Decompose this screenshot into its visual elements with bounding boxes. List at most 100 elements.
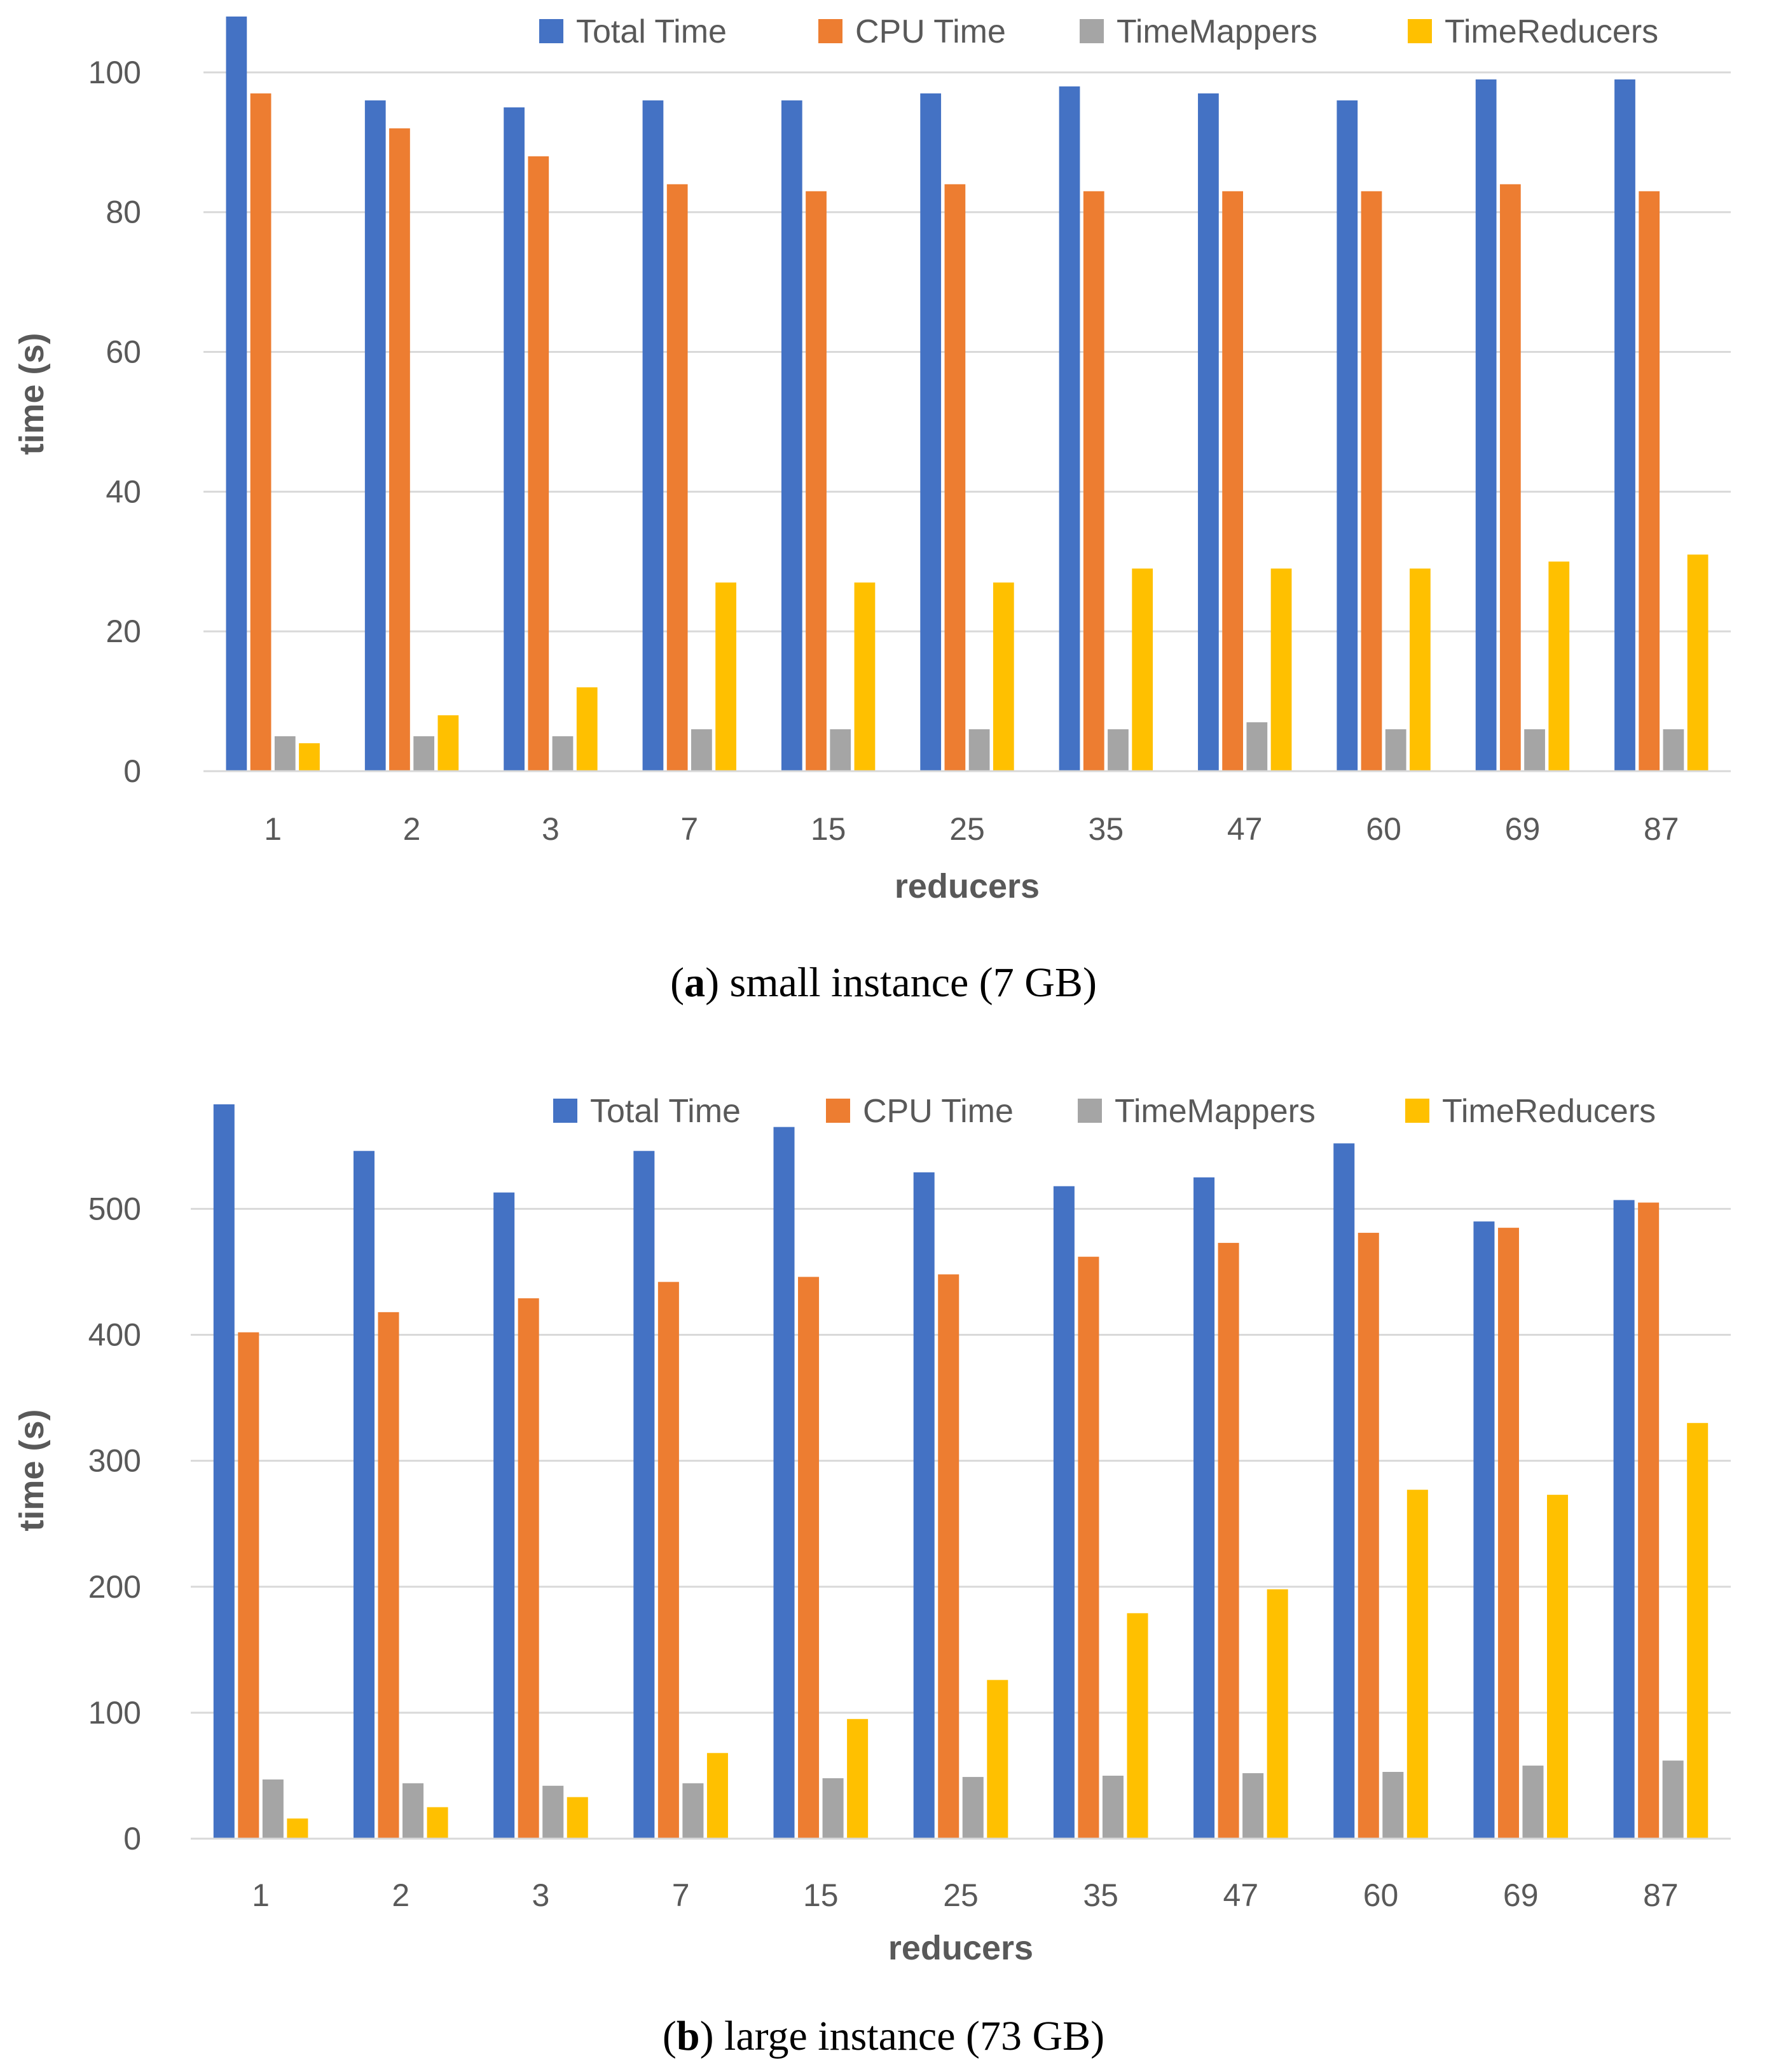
bar-timemappers [1524, 729, 1545, 771]
bar-timemappers [274, 736, 296, 771]
x-tick-label: 7 [672, 1877, 690, 1913]
caption-a-text: small instance (7 GB) [729, 959, 1097, 1006]
bar-total-time [1337, 100, 1358, 771]
y-tick-label: 20 [106, 614, 141, 649]
bar-timereducers [1410, 568, 1431, 771]
bar-timemappers [1102, 1775, 1124, 1839]
bar-timemappers [1662, 1760, 1684, 1839]
y-tick-label: 500 [88, 1191, 141, 1226]
legend-label: TimeReducers [1445, 13, 1658, 50]
chart-b: 0 100 200 300 400 500 1 2 3 7 15 25 35 47 60 69 87 reduce… [13, 1093, 1731, 1967]
bar-timereducers [1132, 568, 1153, 771]
bar-timemappers [1246, 722, 1268, 771]
legend-swatch [553, 1099, 577, 1123]
y-tick-label: 100 [88, 1695, 141, 1731]
bar-total-time [1193, 1177, 1215, 1839]
bar-timereducers [567, 1797, 588, 1839]
legend-swatch [826, 1099, 850, 1123]
bar-timemappers [830, 729, 851, 771]
bar-cpu-time [938, 1274, 959, 1839]
chart-panel-a: 0 20 40 60 80 100 1 2 3 7 15 25 35 47 60 69 87 reducers ti… [0, 0, 1767, 935]
chart-panel-b: 0 100 200 300 400 500 1 2 3 7 15 25 35 47 60 69 87 reduce… [0, 1068, 1767, 2009]
bar-timereducers [1267, 1589, 1288, 1839]
bar-timereducers [1406, 1490, 1428, 1839]
x-tick-label: 7 [680, 811, 698, 847]
legend-label: CPU Time [855, 13, 1006, 50]
y-axis-label-b: time (s) [13, 1409, 51, 1531]
bar-total-time [1473, 1221, 1495, 1839]
bar-cpu-time [528, 156, 549, 771]
bar-timemappers [1382, 1771, 1404, 1839]
bar-cpu-time [1218, 1242, 1239, 1839]
bar-cpu-time [389, 128, 410, 771]
bar-total-time [1198, 93, 1219, 771]
y-tick-label: 300 [88, 1443, 141, 1479]
bar-total-time [773, 1127, 795, 1839]
bar-timereducers [854, 582, 876, 771]
bar-cpu-time [1499, 184, 1521, 771]
x-tick-label: 69 [1503, 1877, 1539, 1913]
x-tick-label: 35 [1089, 811, 1124, 847]
bar-total-time [1053, 1186, 1075, 1839]
legend-label: CPU Time [863, 1093, 1014, 1130]
bar-timemappers [822, 1778, 844, 1839]
caption-a: (a) small instance (7 GB) [670, 959, 1097, 1006]
bar-timemappers [552, 736, 574, 771]
y-tick-label: 0 [123, 1821, 141, 1856]
bar-timereducers [847, 1719, 869, 1839]
y-tick-label: 0 [123, 753, 141, 789]
bar-total-time [353, 1151, 375, 1839]
chart-a: 0 20 40 60 80 100 1 2 3 7 15 25 35 47 60 69 87 reducers ti… [13, 13, 1731, 905]
x-tick-label: 69 [1505, 811, 1541, 847]
bar-cpu-time [518, 1298, 539, 1839]
caption-b-text: large instance (73 GB) [724, 2013, 1105, 2059]
caption-b: (b) large instance (73 GB) [662, 2013, 1105, 2059]
bar-total-time [226, 17, 247, 771]
bar-cpu-time [806, 191, 827, 771]
caption-b-letter: b [676, 2013, 700, 2059]
x-tick-label: 3 [542, 811, 560, 847]
bar-total-time [493, 1192, 515, 1839]
bar-timemappers [1108, 729, 1129, 771]
bar-cpu-time [798, 1277, 820, 1839]
legend-swatch [818, 19, 842, 43]
y-tick-label: 100 [88, 55, 141, 90]
bar-cpu-time [1639, 191, 1660, 771]
bar-cpu-time [1078, 1256, 1099, 1839]
bar-timemappers [962, 1776, 984, 1839]
bar-timereducers [437, 715, 459, 771]
legend-label: TimeMappers [1117, 13, 1317, 50]
x-tick-label: 47 [1223, 1877, 1259, 1913]
x-tick-label: 2 [392, 1877, 409, 1913]
bar-timemappers [413, 736, 435, 771]
bar-cpu-time [378, 1312, 399, 1839]
x-tick-label: 47 [1227, 811, 1263, 847]
x-tick-label: 35 [1083, 1877, 1118, 1913]
x-tick-label: 15 [803, 1877, 839, 1913]
bar-total-time [642, 100, 664, 771]
bar-timereducers [576, 687, 598, 771]
bar-timemappers [1242, 1773, 1264, 1839]
x-tick-label: 3 [532, 1877, 550, 1913]
bar-cpu-time [250, 93, 272, 771]
bar-total-time [633, 1151, 655, 1839]
bar-total-time [1613, 1200, 1635, 1839]
legend-swatch [1080, 19, 1104, 43]
bar-timemappers [1385, 729, 1406, 771]
bar-total-time [213, 1104, 235, 1839]
bar-total-time [913, 1172, 935, 1839]
bar-timereducers [1127, 1613, 1148, 1839]
bar-cpu-time [1361, 191, 1382, 771]
bar-cpu-time [238, 1332, 259, 1839]
x-tick-label: 1 [252, 1877, 270, 1913]
bar-timemappers [968, 729, 990, 771]
bar-cpu-time [1497, 1228, 1519, 1839]
x-tick-label: 1 [264, 811, 282, 847]
bar-total-time [504, 107, 525, 771]
bar-timereducers [1548, 561, 1570, 771]
legend-label: Total Time [576, 13, 727, 50]
x-tick-label: 15 [811, 811, 846, 847]
bar-timemappers [262, 1779, 284, 1839]
bar-timereducers [287, 1818, 308, 1839]
bar-timereducers [1687, 554, 1709, 771]
